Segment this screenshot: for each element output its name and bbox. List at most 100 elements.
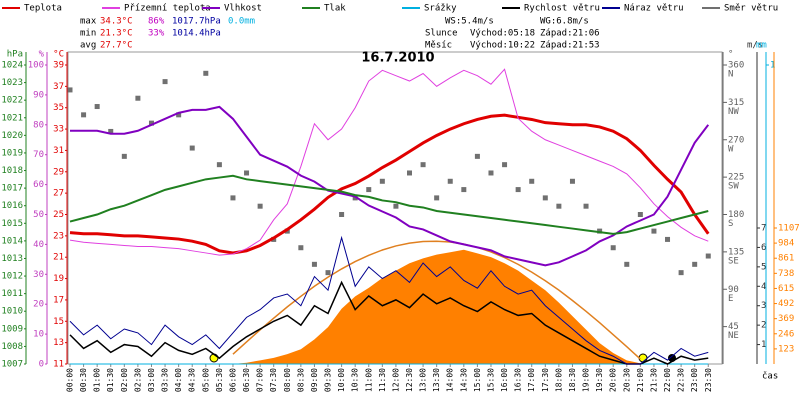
y-tick-label: 21 [53,253,64,263]
direction-point [298,245,304,251]
x-tick-label: 08:30 [296,368,305,392]
x-tick-label: 22:30 [677,368,686,392]
y-tick-label: 1024 [1,61,23,71]
x-tick-label: 15:30 [486,368,495,392]
x-tick-label: 12:30 [405,368,414,392]
y-tick-label: 31 [53,146,64,156]
info-text: WS:5.4m/s [445,17,494,27]
y-tick-label: 29 [53,167,64,177]
x-tick-label: 04:00 [174,368,183,392]
y-tick-label: 33 [53,125,64,135]
x-tick-label: 20:00 [609,368,618,392]
direction-point [203,70,209,76]
direction-point [121,153,127,159]
y-tick-label: 123 [778,344,794,354]
x-tick-label: 22:00 [663,368,672,392]
y-tick-label: 45 [728,322,739,332]
y-tick-label: 60 [33,180,44,190]
y-tick-label: 861 [778,254,794,264]
x-tick-label: 07:00 [256,368,265,392]
y-tick-label: 25 [53,210,64,220]
y-tick-label: 37 [53,82,64,92]
direction-point [379,178,385,184]
direction-point [556,203,562,209]
info-text: Západ:21:06 [540,29,600,39]
y-tick-label: 40 [33,240,44,250]
stat-value: 86% [148,17,165,27]
y-tick-label: 4 [761,282,766,292]
stat-label: avg [80,41,96,51]
y-tick-label: 3 [761,301,766,311]
y-tick-label: 50 [33,210,44,220]
stat-value: 34.3°C [100,17,133,27]
direction-point [325,270,331,276]
axis-unit: m/s [747,41,763,51]
y-tick-label: 984 [778,239,794,249]
x-tick-label: 17:30 [541,368,550,392]
legend-label: Náraz větru [624,4,684,14]
direction-point [488,170,494,176]
y-tick-label: 35 [53,103,64,113]
y-tick-label: 1013 [1,254,23,264]
y-tick-label: 39 [53,61,64,71]
y-tick-label: 225 [728,173,744,183]
legend-label: Vlhkost [224,4,262,14]
x-tick-label: 10:00 [337,368,346,392]
y-tick-label: 615 [778,284,794,294]
info-text: WG:6.8m/s [540,17,589,27]
y-tick-label: 27 [53,189,64,199]
x-tick-label: 05:30 [215,368,224,392]
direction-point [393,203,399,209]
y-tick-label: 1107 [778,224,800,234]
direction-point [135,95,141,101]
x-tick-label: 08:00 [283,368,292,392]
direction-point [366,187,372,193]
y-tick-label: 246 [778,329,794,339]
direction-point [637,212,643,217]
direction-label: SW [728,182,739,192]
y-tick-label: 1015 [1,219,23,229]
direction-point [542,195,548,201]
x-tick-label: 20:30 [622,368,631,392]
y-tick-label: 180 [728,210,744,220]
x-tick-label: 18:00 [554,368,563,392]
x-tick-label: 21:00 [636,368,645,392]
x-tick-label: 03:00 [147,368,156,392]
x-tick-label: 14:00 [446,368,455,392]
y-tick-label: 369 [778,314,794,324]
axis-unit: hPa [7,50,23,60]
direction-point [216,162,222,168]
direction-label: NW [728,107,739,117]
legend-label: Teplota [24,4,62,14]
direction-point [257,203,263,209]
y-tick-label: 1 [761,340,766,350]
y-tick-label: 1020 [1,131,23,141]
x-tick-label: 21:30 [649,368,658,392]
x-tick-label: 23:00 [690,368,699,392]
direction-label: SE [728,256,739,266]
legend-label: Rychlost větru [524,4,600,14]
axis-unit: mm [756,41,767,51]
direction-label: W [728,144,734,154]
solar-area [70,249,709,364]
y-tick-label: 15 [53,317,64,327]
direction-point [447,178,453,184]
series-line [232,240,641,360]
x-tick-label: 15:00 [473,368,482,392]
y-tick-label: 315 [728,98,744,108]
stat-value: 0.0mm [228,17,255,27]
y-tick-label: 738 [778,269,794,279]
direction-point [434,195,440,201]
y-tick-label: 1 [770,61,775,71]
y-tick-label: 90 [33,90,44,100]
y-tick-label: 80 [33,120,44,130]
y-tick-label: 1009 [1,324,23,334]
x-tick-label: 07:30 [269,368,278,392]
direction-label: N [728,70,733,80]
direction-point [610,245,616,251]
axis-unit: °C [53,50,64,60]
y-tick-label: 135 [728,247,744,257]
y-tick-label: 492 [778,299,794,309]
x-tick-label: 17:00 [527,368,536,392]
direction-point [339,212,345,217]
